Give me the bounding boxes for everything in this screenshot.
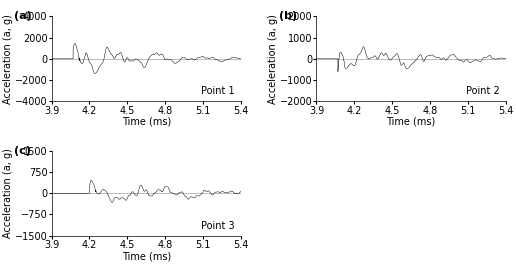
Text: Point 2: Point 2 xyxy=(466,86,500,96)
X-axis label: Time (ms): Time (ms) xyxy=(386,117,436,127)
Text: Point 3: Point 3 xyxy=(202,221,235,231)
Y-axis label: Acceleration (a, g): Acceleration (a, g) xyxy=(3,14,13,104)
X-axis label: Time (ms): Time (ms) xyxy=(122,251,171,261)
Text: Point 1: Point 1 xyxy=(202,86,235,96)
Y-axis label: Acceleration (a, g): Acceleration (a, g) xyxy=(268,14,278,104)
Text: (b): (b) xyxy=(279,11,297,21)
Y-axis label: Acceleration (a, g): Acceleration (a, g) xyxy=(3,148,13,238)
Text: (a): (a) xyxy=(14,11,31,21)
Text: (c): (c) xyxy=(14,146,30,156)
X-axis label: Time (ms): Time (ms) xyxy=(122,117,171,127)
